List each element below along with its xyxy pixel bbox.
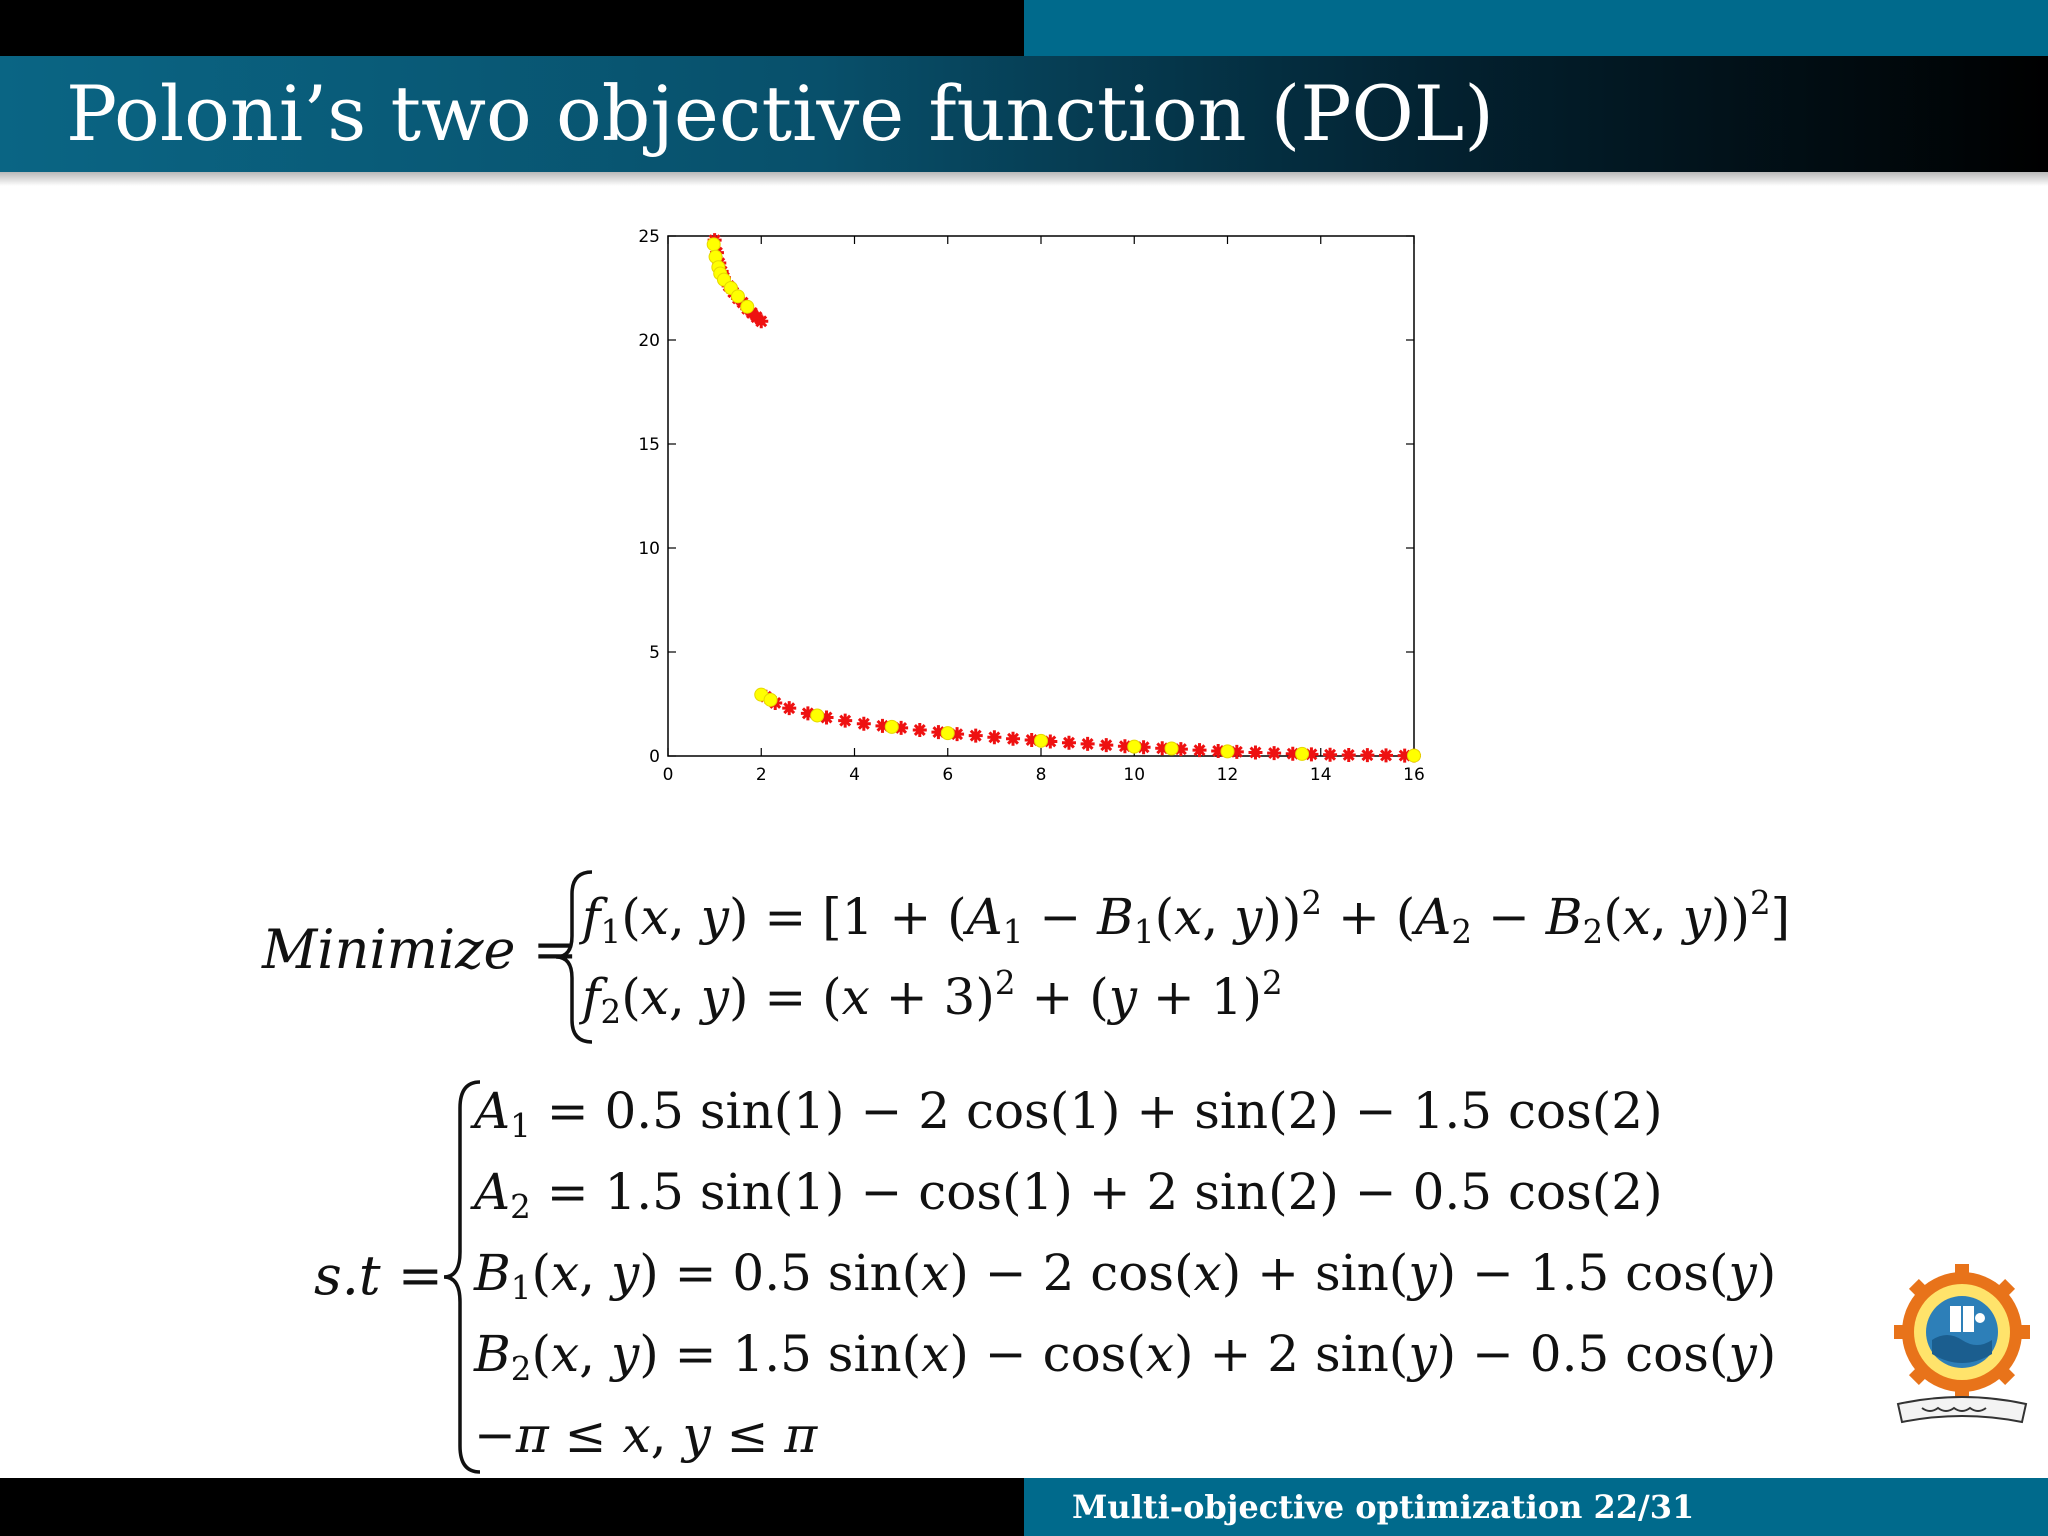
x-tick-label: 10 [1123,765,1145,785]
x-tick-label: 2 [756,765,767,785]
constraint-a1: A1 = 0.5 sin(1) − 2 cos(1) + sin(2) − 1.… [474,1082,1663,1146]
constraint-b1: B1(x, y) = 0.5 sin(x) − 2 cos(x) + sin(y… [474,1244,1777,1308]
constraint-a2: A2 = 1.5 sin(1) − cos(1) + 2 sin(2) − 0.… [474,1163,1663,1227]
y-tick-label: 20 [638,331,660,351]
data-point-red [1285,746,1300,761]
data-point-red [1360,748,1375,763]
slide-title: Poloni’s two objective function (POL) [66,69,1494,158]
data-point-red [1080,736,1095,751]
footer-bar-left [0,1478,1024,1536]
top-bar-left [0,0,1024,56]
data-point-red [931,725,946,740]
data-point-red [856,716,871,731]
objective-f1: f1(x, y) = [1 + (A1 − B1(x, y))2 + (A2 −… [582,883,1791,952]
footer-page: 22/31 [1593,1488,1695,1526]
footer-bar-right: Multi-objective optimization 22/31 [1024,1478,2048,1536]
data-point-red [894,720,909,735]
data-point-red [875,718,890,733]
data-point-red [1211,744,1226,759]
data-point-yellow [1220,744,1235,759]
y-tick-label: 10 [638,539,660,559]
data-point-yellow [810,708,825,723]
minimize-label: Minimize = [262,918,578,981]
data-point-red [968,728,983,743]
x-tick-label: 12 [1217,765,1239,785]
x-tick-label: 16 [1403,765,1425,785]
data-point-yellow [706,237,721,252]
data-point-red [1379,748,1394,763]
data-point-red [912,723,927,737]
data-point-red [1397,748,1412,763]
constraint-brace [443,1080,481,1474]
data-point-red [1024,732,1039,747]
data-point-red [1248,745,1263,760]
footer-bar: Multi-objective optimization 22/31 [0,1478,2048,1536]
data-point-red [1043,734,1058,749]
data-point-red [1006,731,1021,746]
data-point-red [1061,735,1076,750]
data-point-yellow [1407,748,1421,763]
data-point-yellow [740,299,755,314]
scatter-plot: 0 2 4 6 8 10 12 14 16 0 5 10 15 20 25 [638,227,1425,785]
data-point-red [754,314,769,329]
data-point-red [987,730,1002,745]
data-point-yellow [884,719,899,734]
data-point-red [1099,738,1114,753]
data-point-yellow [940,726,955,741]
constraint-b2: B2(x, y) = 1.5 sin(x) − cos(x) + 2 sin(y… [474,1325,1777,1389]
data-point-red [1192,743,1207,758]
constraint-bounds: −π ≤ x, y ≤ π [474,1406,818,1464]
data-point-red [838,713,853,728]
title-shadow [0,172,2048,186]
data-point-yellow [1164,741,1179,756]
y-tick-label: 15 [638,435,660,455]
x-tick-label: 6 [942,765,953,785]
data-point-red [1323,747,1338,762]
institute-logo [1894,1264,2030,1424]
data-point-red [1229,744,1244,759]
data-point-red [800,706,815,721]
data-point-red [950,727,965,742]
data-point-yellow [1127,739,1142,754]
footer-title: Multi-objective optimization [1072,1488,1583,1526]
top-bar [0,0,2048,56]
st-label: s.t = [314,1244,443,1307]
data-point-red [1304,747,1319,762]
data-point-yellow [763,692,778,707]
data-point-yellow [1034,733,1048,748]
x-tick-label: 0 [663,765,674,785]
top-bar-right [1024,0,2048,56]
data-point-yellow [730,289,745,304]
data-point-red [1341,747,1356,762]
data-point-red [1155,741,1170,756]
objective-f2: f2(x, y) = (x + 3)2 + (y + 1)2 [582,963,1283,1032]
title-bar [0,56,2048,172]
x-tick-label: 4 [849,765,860,785]
data-point-red [1136,740,1151,755]
y-tick-label: 5 [649,643,660,663]
y-tick-label: 25 [638,227,660,247]
data-point-red [1267,746,1282,761]
data-point-yellow [1295,746,1310,761]
plot-frame [667,235,1415,757]
data-point-red [1117,739,1132,754]
y-tick-label: 0 [649,747,660,767]
x-tick-label: 14 [1310,765,1332,785]
data-point-red [1173,742,1188,757]
data-point-red [782,701,797,716]
minimize-brace [555,870,593,1044]
x-tick-label: 8 [1036,765,1047,785]
data-point-red [819,710,834,725]
